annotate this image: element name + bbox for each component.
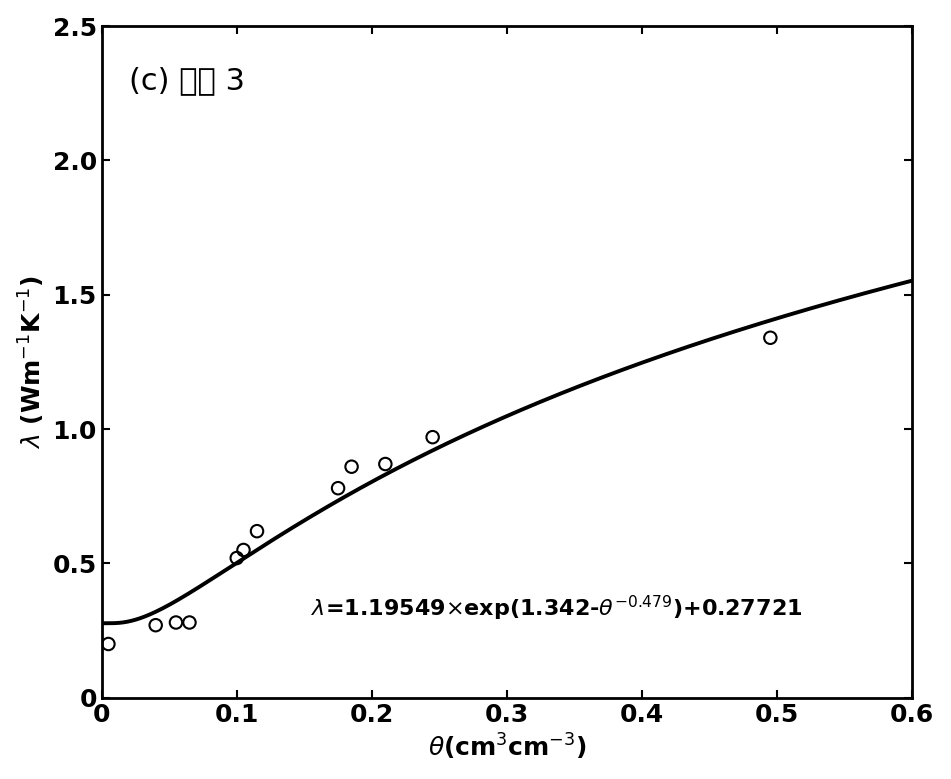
Point xyxy=(763,332,778,344)
Y-axis label: $\lambda$ (Wm$^{-1}$K$^{-1}$): $\lambda$ (Wm$^{-1}$K$^{-1}$) xyxy=(17,275,47,449)
Point xyxy=(182,616,197,629)
Text: $\lambda$=1.19549$\times$exp(1.342-$\theta^{-0.479}$)+0.27721: $\lambda$=1.19549$\times$exp(1.342-$\the… xyxy=(311,594,803,622)
X-axis label: $\theta$(cm$^3$cm$^{-3}$): $\theta$(cm$^3$cm$^{-3}$) xyxy=(428,732,586,763)
Text: (c) 土壤 3: (c) 土壤 3 xyxy=(128,66,244,96)
Point xyxy=(168,616,184,629)
Point xyxy=(249,525,264,538)
Point xyxy=(236,544,251,556)
Point xyxy=(101,638,116,650)
Point xyxy=(378,458,393,471)
Point xyxy=(148,619,164,632)
Point xyxy=(425,431,440,443)
Point xyxy=(229,552,244,564)
Point xyxy=(330,482,345,495)
Point xyxy=(344,460,359,473)
